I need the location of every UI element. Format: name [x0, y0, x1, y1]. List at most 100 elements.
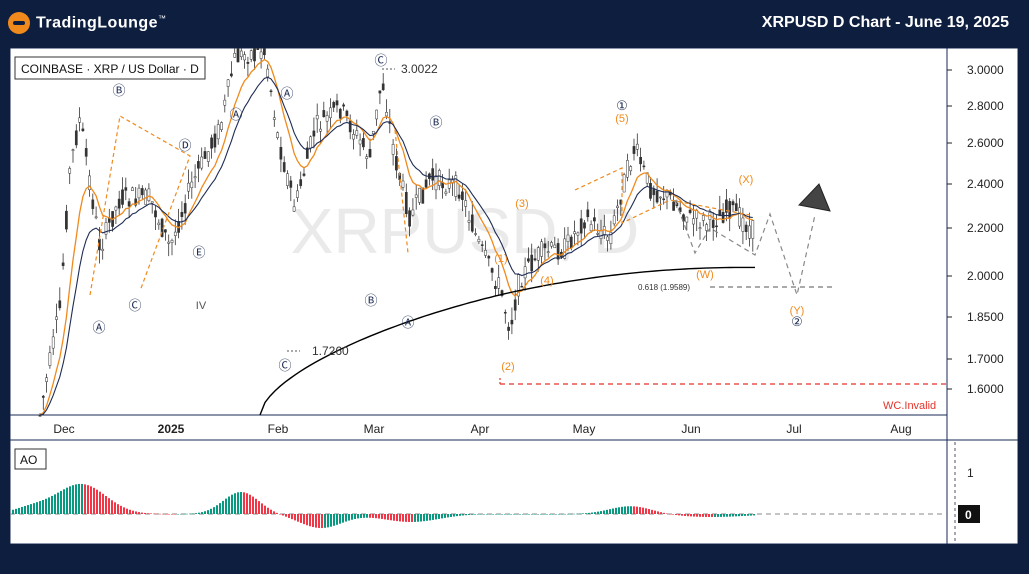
ytick-6: 1.8500: [967, 310, 1004, 324]
candle-body: [616, 205, 619, 209]
ao-bar: [69, 486, 71, 514]
ao-bar: [462, 514, 464, 516]
ao-bar: [285, 514, 287, 517]
candle-body: [507, 326, 510, 331]
candle-body: [652, 189, 656, 196]
ao-bar: [738, 514, 740, 517]
ao-bar: [636, 506, 638, 514]
candle-body: [381, 83, 385, 91]
candle-body: [187, 182, 190, 192]
ao-bar: [132, 510, 134, 514]
ao-bar: [135, 511, 137, 514]
ao-bar: [147, 513, 149, 514]
ao-bar: [342, 514, 344, 523]
ao-bar: [687, 514, 689, 517]
ao-bar: [303, 514, 305, 525]
candle-body: [470, 214, 474, 232]
logo-text: TradingLounge™: [36, 14, 167, 32]
candle-body: [68, 168, 72, 174]
ao-bar: [417, 514, 419, 522]
ao-bar: [129, 509, 131, 514]
candle-body: [500, 290, 504, 296]
ao-bar: [174, 513, 176, 515]
candle-body: [609, 232, 613, 244]
wave-label-A4: Ⓐ: [401, 315, 414, 330]
ao-bar: [363, 514, 365, 518]
ao-bar: [408, 514, 410, 522]
candle-body: [503, 311, 507, 314]
ao-tick-0: 0: [965, 508, 972, 522]
chart-header: TradingLounge™ XRPUSD D Chart - June 19,…: [0, 0, 1029, 48]
ao-bar: [345, 514, 347, 522]
candle-body: [94, 216, 98, 219]
ao-bar: [216, 505, 218, 514]
ao-bar: [399, 514, 401, 522]
ao-bar: [336, 514, 338, 525]
black-wave-labels: Ⓑ Ⓓ Ⓐ Ⓒ Ⓔ Ⓐ Ⓒ Ⓐ Ⓒ Ⓑ Ⓑ Ⓐ ① ② IV: [92, 53, 802, 373]
xtick-may: May: [573, 422, 596, 436]
ao-bar: [669, 514, 671, 515]
candle-body: [210, 137, 213, 149]
ema-fast-line: [39, 58, 753, 416]
ao-bar: [111, 500, 113, 514]
ao-bar: [192, 513, 194, 514]
orange-wave-labels: (3) (1) (4) (2) (5) (W) (X) (Y): [494, 113, 804, 373]
candle-body: [127, 201, 131, 207]
candle-body: [553, 244, 557, 249]
ao-bar: [90, 486, 92, 514]
wave-label-oX: (X): [739, 174, 754, 186]
ao-bar: [210, 508, 212, 514]
candle-body: [744, 224, 748, 233]
logo-name: TradingLounge: [36, 14, 159, 32]
candle-body: [711, 219, 715, 228]
ao-bar: [198, 512, 200, 514]
ao-bar: [519, 514, 521, 515]
candle-body: [569, 236, 573, 249]
ao-bar: [660, 512, 662, 514]
ytick-0: 3.0000: [967, 63, 1004, 77]
candle-body: [58, 300, 62, 309]
ao-bar: [207, 510, 209, 514]
ao-bar: [99, 491, 101, 514]
ao-bar: [447, 514, 449, 518]
ao-bar: [51, 495, 53, 514]
candle-body: [117, 198, 121, 209]
ao-bar: [330, 514, 332, 527]
ao-bar: [666, 513, 668, 514]
ao-bar: [609, 509, 611, 514]
ao-bar: [588, 512, 590, 514]
candle-body: [655, 190, 659, 203]
invalidation-label: WC.Invalid: [883, 400, 936, 412]
ao-bar: [618, 507, 620, 514]
candle-body: [74, 130, 78, 146]
candle-body: [573, 231, 576, 235]
ao-tick-1: 1: [967, 466, 974, 480]
ao-bar: [279, 514, 281, 515]
candle-body: [385, 112, 388, 117]
ao-bar: [549, 513, 551, 515]
ao-bar: [630, 506, 632, 514]
ao-bar: [612, 508, 614, 514]
candle-body: [550, 242, 553, 247]
candle-body: [659, 196, 662, 199]
candle-body: [154, 210, 157, 218]
chart-svg[interactable]: XRPUSD, D COINBASE · XRP / US Dollar · D…: [9, 47, 1019, 545]
candle-body: [734, 203, 738, 212]
ao-bar: [597, 511, 599, 514]
ao-bar: [420, 514, 422, 522]
ao-bar: [435, 514, 437, 520]
ao-bar: [453, 514, 455, 517]
ao-bar: [144, 512, 146, 514]
ao-bar: [459, 514, 461, 516]
ao-bar: [168, 513, 170, 515]
ao-bar: [423, 514, 425, 522]
candle-body: [114, 206, 118, 211]
ao-bar: [648, 509, 650, 514]
ao-bar: [45, 498, 47, 514]
ao-bar: [672, 514, 674, 515]
candle-body: [494, 286, 497, 290]
candle-body: [220, 122, 223, 130]
wave-label-oY: (Y): [790, 305, 805, 317]
ao-bar: [480, 514, 482, 515]
ao-bar: [528, 514, 530, 515]
